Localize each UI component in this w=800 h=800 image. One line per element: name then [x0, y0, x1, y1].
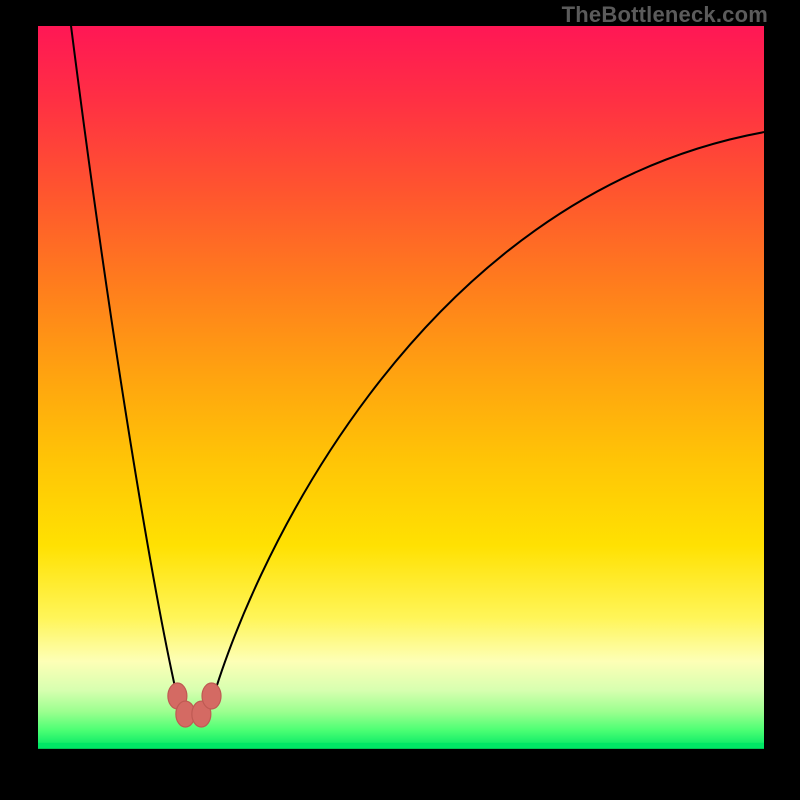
watermark-text: TheBottleneck.com — [562, 2, 768, 28]
minimum-marker-3 — [202, 683, 221, 709]
bottleneck-chart — [0, 0, 800, 800]
